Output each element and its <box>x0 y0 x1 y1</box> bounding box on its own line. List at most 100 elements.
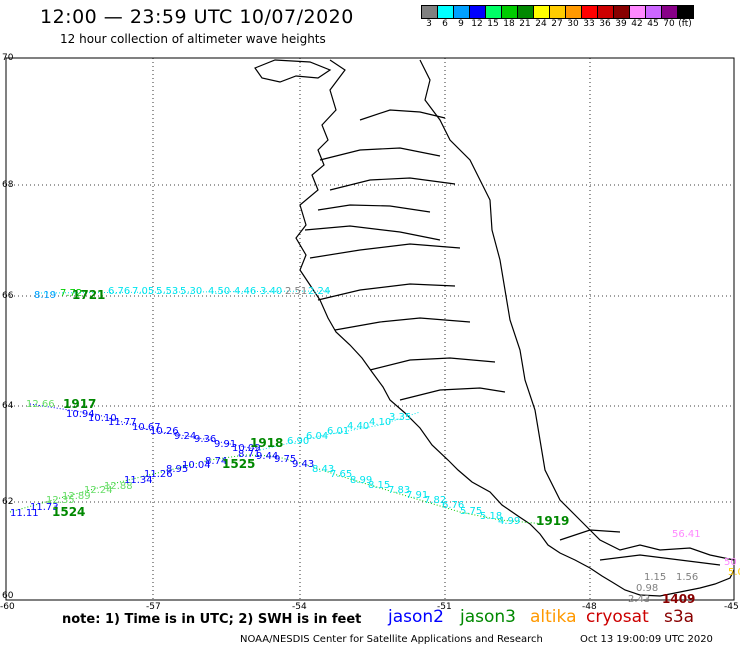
swh-label: 5.75 <box>460 506 482 517</box>
track-1525-values: 8.74 1525 8.71 9.44 9.75 9.43 8.43 7.65 … <box>205 449 569 528</box>
island-disko <box>254 59 332 83</box>
graticule <box>6 58 734 600</box>
scale-label: 9 <box>458 19 464 29</box>
fjord-1 <box>304 225 441 241</box>
track-1524-values: 11.11 11.73 1524 12.35 12.89 12.24 12.88… <box>10 460 211 519</box>
swh-label: 9.43 <box>292 459 314 470</box>
lon-label-51: -51 <box>437 602 452 612</box>
swh-label: 5.0 <box>728 567 740 578</box>
swh-label: 12.24 <box>84 485 113 496</box>
swh-label: 0.98 <box>636 583 658 594</box>
scale-label: 42 <box>631 19 643 29</box>
swh-label: 8.95 <box>166 464 188 475</box>
wave-height-color-scale: 3 6 9 12 15 18 21 24 27 30 33 36 39 42 45 70 (ft) <box>421 5 694 29</box>
swh-label: 5.53 <box>156 286 178 297</box>
map-frame <box>5 57 735 601</box>
swh-label: 12.66 <box>26 399 55 410</box>
swh-label: 4.10 <box>369 417 391 428</box>
lon-label-45: -45 <box>724 602 739 612</box>
lat-label-60: 60 <box>2 591 14 601</box>
swh-label: 50 <box>724 557 737 568</box>
track-id-label: 1918 <box>250 436 283 450</box>
lat-label-64: 64 <box>2 401 14 411</box>
swh-label: 12.89 <box>62 491 91 502</box>
scale-label: 30 <box>567 19 579 29</box>
lat-label-62: 62 <box>2 497 14 507</box>
swh-label: 9.91 <box>214 439 236 450</box>
track-id-label: 1917 <box>63 397 96 411</box>
swh-label: 5.18 <box>480 511 502 522</box>
swh-label: 7.82 <box>424 495 446 506</box>
track-id-label: 1525 <box>222 457 255 471</box>
scale-swatch <box>677 5 694 19</box>
lon-label-57: -57 <box>146 602 161 612</box>
swh-label: 5.30 <box>180 286 202 297</box>
swh-label: 4.46 <box>234 286 256 297</box>
swh-label: 10.26 <box>150 426 179 437</box>
swh-label: 12.88 <box>104 481 133 492</box>
scale-label: 15 <box>487 19 499 29</box>
swh-label: 8.99 <box>350 475 372 486</box>
track-1918-line <box>259 411 421 451</box>
generated-timestamp: Oct 13 19:00:09 UTC 2020 <box>580 634 713 645</box>
swh-label: 56.41 <box>672 529 701 540</box>
swh-label: 11.34 <box>124 475 153 486</box>
scale-label: 45 <box>647 19 659 29</box>
legend-cryosat: cryosat <box>586 607 649 627</box>
swh-label: 6.01 <box>327 426 349 437</box>
swh-label: 11.11 <box>10 508 39 519</box>
swh-label: 10.09 <box>232 443 261 454</box>
scale-label: 33 <box>583 19 595 29</box>
swh-label: 8.19 <box>34 290 56 301</box>
coast-inland <box>419 59 735 561</box>
track-1917-values: 12.66 1917 10.94 10.10 11.77 10.67 10.26… <box>26 397 283 454</box>
fjord-8 <box>329 177 456 191</box>
swh-label: 2.43 <box>628 594 650 605</box>
fjord-9 <box>317 204 431 213</box>
swh-label: 9.36 <box>194 434 216 445</box>
fjord-5 <box>369 357 496 371</box>
swh-label: 7.83 <box>388 485 410 496</box>
south-cluster-values: 56.41 1.15 1.56 0.98 2.43 50 5.0 1409 <box>628 529 740 606</box>
track-id-label: 1919 <box>536 514 569 528</box>
swh-label: 6.76 <box>442 500 464 511</box>
swh-label: 4.40 <box>347 421 369 432</box>
lon-label-60: -60 <box>0 602 15 612</box>
legend-jason2: jason2 <box>388 607 444 627</box>
swh-label: 7.72 <box>60 288 82 299</box>
swh-label: 7.65 <box>330 469 352 480</box>
swh-label: 12.35 <box>46 495 75 506</box>
chart-title: 12:00 — 23:59 UTC 10/07/2020 <box>40 6 354 28</box>
legend-jason3: jason3 <box>460 607 516 627</box>
scale-label: 3 <box>426 19 432 29</box>
swh-label: 10.94 <box>66 409 95 420</box>
fjord-3 <box>317 283 456 301</box>
swh-label: 11.26 <box>144 469 173 480</box>
scale-label: 36 <box>599 19 611 29</box>
swh-label: 1.15 <box>644 572 666 583</box>
swh-label: 11.77 <box>108 417 137 428</box>
track-1917-line <box>29 403 261 451</box>
track-1721-line <box>34 290 331 294</box>
scale-label: 12 <box>471 19 483 29</box>
track-1918-values: 6.90 6.04 6.01 4.40 4.10 3.35 <box>287 412 411 447</box>
swh-label: 3.35 <box>389 412 411 423</box>
track-id-label: 1524 <box>52 505 85 519</box>
fjord-10 <box>359 109 446 121</box>
lat-label-70: 70 <box>2 53 14 63</box>
swh-label: 10.67 <box>132 422 161 433</box>
swh-label: 2.51 <box>285 286 307 297</box>
fjord-12 <box>599 554 721 566</box>
track-id-label: 1409 <box>662 592 695 606</box>
swh-label: 9.44 <box>256 451 278 462</box>
swh-label: 6.04 <box>306 431 328 442</box>
swh-label: 8.74 <box>205 456 227 467</box>
fjord-7 <box>319 147 441 161</box>
swh-label: 10.04 <box>182 460 211 471</box>
swh-label: 8.15 <box>368 480 390 491</box>
swh-label: 3.40 <box>260 286 282 297</box>
scale-label: 6 <box>442 19 448 29</box>
scale-label: 27 <box>551 19 563 29</box>
swh-label: 7.05 <box>132 286 154 297</box>
